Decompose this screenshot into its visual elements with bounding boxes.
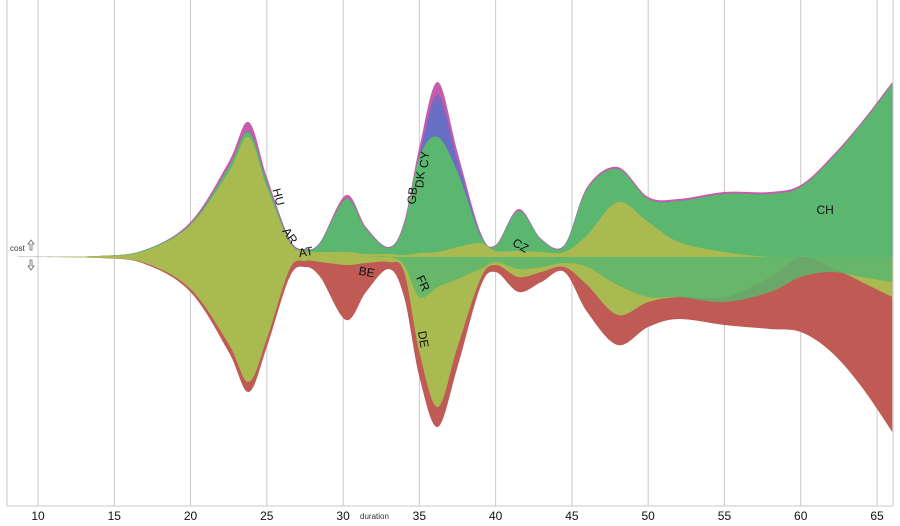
x-tick-label: 65 [870, 509, 884, 523]
x-tick-label: 55 [718, 509, 732, 523]
stream-area-ch [7, 84, 893, 257]
series-label-de: DE [415, 330, 432, 349]
x-tick-label: 25 [260, 509, 274, 523]
x-tick-label: 40 [489, 509, 503, 523]
series-label-hu: HU [269, 187, 287, 207]
x-tick-label: 60 [794, 509, 808, 523]
series-label-at: AT [297, 244, 314, 260]
stream-area-fr-green [7, 256, 893, 303]
series-label-cz: CZ [510, 235, 531, 255]
x-tick-label: 30 [336, 509, 350, 523]
x-axis-label: duration [360, 512, 389, 521]
series-label-gb: GB [405, 186, 420, 204]
series-label-fr: FR [413, 273, 433, 294]
x-tick-label: 10 [31, 509, 45, 523]
stream-areas [7, 81, 893, 432]
x-tick-label: 35 [413, 509, 427, 523]
x-tick-label: 15 [108, 509, 122, 523]
up-arrow-icon [27, 239, 35, 251]
stream-area-hu [7, 136, 893, 258]
series-label-ch: CH [816, 203, 833, 217]
y-axis-label: cost [10, 244, 25, 253]
x-tick-label: 50 [642, 509, 656, 523]
series-label-be: BE [358, 264, 376, 281]
x-axis-ticks: 10 15 20 25 30 35 40 45 50 55 60 65 [31, 509, 884, 523]
series-label-dk: DK [412, 171, 427, 189]
down-arrow-icon [27, 259, 35, 271]
series-label-cy: CY [417, 151, 432, 169]
x-tick-label: 20 [184, 509, 198, 523]
x-tick-label: 45 [565, 509, 579, 523]
